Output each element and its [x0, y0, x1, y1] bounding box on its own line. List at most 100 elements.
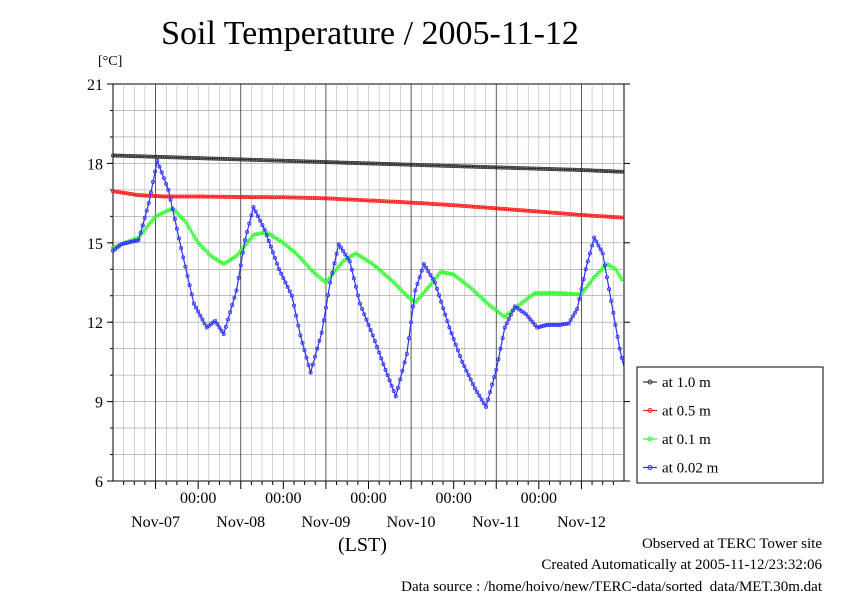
data-point [560, 322, 565, 327]
data-point [575, 292, 580, 297]
data-point [492, 375, 497, 380]
data-point [337, 160, 342, 165]
data-point [489, 165, 494, 170]
data-point [157, 212, 162, 217]
data-point [581, 213, 586, 218]
data-point [471, 164, 476, 169]
data-point [557, 167, 562, 172]
data-point [220, 156, 225, 161]
data-point [600, 251, 605, 256]
data-point [314, 159, 319, 164]
data-point [335, 196, 340, 201]
data-point [434, 286, 439, 291]
data-point [281, 195, 286, 200]
footer-source: Data source : /home/hoivo/new/TERC-data/… [401, 579, 822, 595]
data-point [249, 195, 254, 200]
data-point [240, 195, 245, 200]
data-point [153, 154, 158, 159]
data-point [595, 213, 600, 218]
data-point [375, 161, 380, 166]
data-point [330, 160, 335, 165]
data-point [382, 199, 387, 204]
data-point [221, 332, 226, 337]
data-point [400, 368, 405, 373]
data-point [123, 191, 128, 196]
data-point [279, 195, 284, 200]
data-point [494, 206, 499, 211]
data-point [464, 368, 469, 373]
data-point [180, 194, 185, 199]
data-point [177, 194, 182, 199]
data-point [570, 314, 575, 319]
data-point [243, 238, 248, 243]
data-point [245, 229, 250, 234]
data-point [230, 302, 235, 307]
data-point [312, 159, 317, 164]
data-point [481, 297, 486, 302]
data-point [218, 156, 223, 161]
data-point [415, 281, 420, 286]
data-point [326, 277, 331, 282]
data-point [508, 312, 513, 317]
data-point [379, 161, 384, 166]
data-point [610, 214, 615, 219]
data-point [386, 162, 391, 167]
data-point [418, 201, 423, 206]
data-point [310, 362, 315, 367]
data-point [283, 158, 288, 163]
data-point [451, 164, 456, 169]
data-point [267, 158, 272, 163]
data-point [600, 266, 605, 271]
data-point [424, 163, 429, 168]
data-point [189, 230, 194, 235]
data-point [174, 226, 179, 231]
x-tick-time-label: 00:00 [435, 490, 471, 507]
data-point [453, 203, 458, 208]
data-point [599, 168, 604, 173]
data-point [477, 293, 482, 298]
data-point [180, 155, 185, 160]
data-point [341, 249, 346, 254]
data-point [313, 354, 318, 359]
data-point [288, 158, 293, 163]
data-point [135, 154, 140, 159]
data-point [191, 233, 196, 238]
data-point [526, 314, 531, 319]
data-point [470, 381, 475, 386]
data-point [122, 153, 127, 158]
data-point [502, 325, 507, 330]
data-point [564, 321, 569, 326]
data-point [336, 242, 341, 247]
data-point [263, 195, 268, 200]
data-point [205, 194, 210, 199]
data-point [119, 190, 124, 195]
data-point [198, 243, 203, 248]
data-point [175, 194, 180, 199]
data-point [615, 215, 620, 220]
x-tick-time-label: 00:00 [180, 490, 216, 507]
data-point [162, 155, 167, 160]
data-point [518, 208, 523, 213]
y-axis-unit-label: [°C] [98, 54, 123, 69]
data-point [400, 162, 405, 167]
x-axis-label: (LST) [338, 534, 387, 556]
data-point [604, 214, 609, 219]
data-point [394, 282, 399, 287]
data-point [543, 323, 548, 328]
data-point [430, 280, 435, 285]
data-point [500, 165, 505, 170]
data-point [355, 161, 360, 166]
data-point [619, 215, 624, 220]
data-point [121, 241, 126, 246]
data-point [498, 206, 503, 211]
data-point [563, 167, 568, 172]
data-point [130, 192, 135, 197]
data-point [417, 295, 422, 300]
data-point [573, 292, 578, 297]
data-point [138, 230, 143, 235]
data-point [474, 164, 479, 169]
data-point [462, 364, 467, 369]
data-point [595, 168, 600, 173]
data-point [472, 386, 477, 391]
data-point [372, 339, 377, 344]
